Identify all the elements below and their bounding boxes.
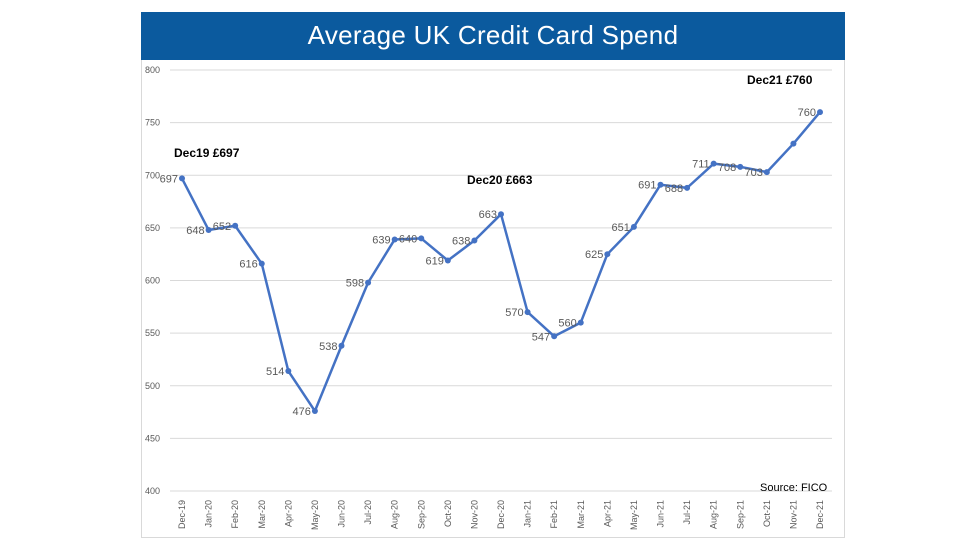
annotation: Dec20 £663 [467, 173, 533, 187]
data-label: 476 [293, 406, 311, 418]
x-tick-label: Jul-20 [363, 500, 373, 525]
annotation: Dec21 £760 [747, 73, 813, 87]
x-tick-label: Mar-21 [576, 500, 586, 529]
y-tick-label: 700 [145, 170, 160, 180]
x-tick-label: Feb-20 [230, 500, 240, 529]
x-tick-label: May-20 [310, 500, 320, 530]
chart-title: Average UK Credit Card Spend [141, 12, 845, 60]
data-label: 648 [186, 225, 204, 237]
data-point [311, 408, 318, 415]
x-tick-label: Jan-21 [523, 500, 533, 528]
y-tick-label: 650 [145, 223, 160, 233]
x-tick-label: Aug-21 [709, 500, 719, 529]
x-tick-label: Dec-19 [177, 500, 187, 529]
y-tick-label: 450 [145, 433, 160, 443]
chart-frame [141, 12, 845, 538]
data-label: 688 [665, 183, 683, 195]
data-label: 547 [532, 331, 550, 343]
x-tick-label: Aug-20 [390, 500, 400, 529]
data-label: 651 [612, 222, 630, 234]
data-label: 598 [346, 278, 364, 290]
data-label: 640 [399, 233, 417, 245]
data-point [391, 236, 398, 243]
annotation: Dec19 £697 [174, 146, 240, 160]
data-label: 616 [239, 259, 257, 271]
data-label: 638 [452, 236, 470, 248]
data-point [817, 109, 823, 116]
data-point [684, 184, 691, 191]
x-tick-label: Feb-21 [549, 500, 559, 529]
y-tick-label: 500 [145, 381, 160, 391]
data-point [444, 257, 451, 264]
data-point [418, 235, 425, 242]
data-label: 625 [585, 249, 603, 261]
data-point [763, 169, 770, 176]
data-label: 697 [160, 173, 178, 185]
data-point [338, 342, 345, 349]
x-tick-label: Dec-21 [815, 500, 825, 529]
data-point [577, 319, 584, 326]
data-label: 639 [372, 234, 390, 246]
data-label: 652 [213, 221, 231, 233]
y-tick-label: 550 [145, 328, 160, 338]
data-label: 514 [266, 366, 284, 378]
x-tick-label: Mar-20 [257, 500, 267, 529]
data-point [657, 181, 664, 188]
data-point [179, 175, 185, 182]
data-point [498, 211, 504, 218]
data-point [258, 260, 265, 267]
data-point [471, 237, 478, 244]
x-tick-label: Sep-21 [735, 500, 745, 529]
data-point [630, 223, 637, 230]
data-label: 619 [425, 256, 443, 268]
y-tick-label: 400 [145, 486, 160, 496]
x-tick-label: Jul-21 [682, 500, 692, 525]
data-label: 691 [638, 180, 656, 192]
data-point [737, 163, 744, 170]
x-tick-label: Nov-20 [469, 500, 479, 529]
x-tick-label: Jun-21 [656, 500, 666, 528]
data-point [285, 368, 292, 375]
x-tick-label: Sep-20 [416, 500, 426, 529]
data-point [365, 279, 372, 286]
source-note: Source: FICO [760, 482, 828, 494]
data-label: 708 [718, 162, 736, 174]
data-label: 711 [692, 159, 710, 171]
data-label: 560 [558, 318, 576, 330]
x-tick-label: Oct-21 [762, 500, 772, 527]
x-tick-label: Apr-21 [602, 500, 612, 527]
data-point [710, 160, 717, 167]
data-label: 760 [798, 107, 816, 119]
data-point [790, 140, 797, 147]
y-tick-label: 600 [145, 276, 160, 286]
data-point [524, 309, 531, 316]
x-tick-label: May-21 [629, 500, 639, 530]
data-point [205, 226, 212, 233]
y-tick-label: 750 [145, 118, 160, 128]
x-tick-label: Jan-20 [204, 500, 214, 528]
data-point [604, 251, 611, 258]
data-point [551, 333, 558, 340]
data-label: 663 [479, 209, 497, 221]
data-label: 703 [744, 167, 762, 179]
x-tick-label: Oct-20 [443, 500, 453, 527]
data-label: 538 [319, 341, 337, 353]
data-point [232, 222, 239, 229]
y-tick-label: 800 [145, 65, 160, 75]
data-label: 570 [505, 307, 523, 319]
x-tick-label: Apr-20 [283, 500, 293, 527]
x-tick-label: Dec-20 [496, 500, 506, 529]
x-tick-label: Nov-21 [788, 500, 798, 529]
x-tick-label: Jun-20 [337, 500, 347, 528]
